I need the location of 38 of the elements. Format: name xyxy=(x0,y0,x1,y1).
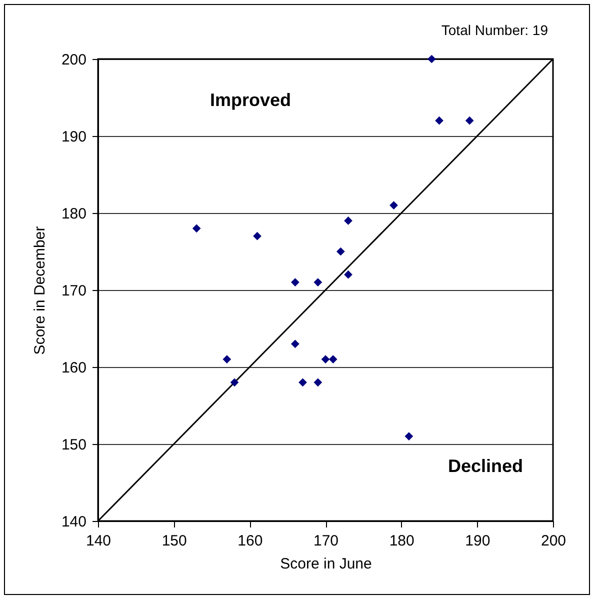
annotation: Improved xyxy=(210,90,292,110)
point xyxy=(192,224,201,233)
point xyxy=(230,378,239,387)
x-tick-label: 160 xyxy=(238,532,263,550)
y-tick-label: 180 xyxy=(61,206,86,222)
y-tick-label: 140 xyxy=(61,514,86,530)
y-tick-label: 150 xyxy=(61,436,86,454)
point xyxy=(321,355,330,364)
point xyxy=(465,116,474,125)
point xyxy=(253,232,262,240)
x-tick-label: 200 xyxy=(540,532,566,550)
y-tick-label: 190 xyxy=(61,128,86,146)
x-tick-label: 150 xyxy=(162,532,187,550)
point xyxy=(290,340,300,348)
point xyxy=(336,247,345,256)
point xyxy=(328,355,338,364)
annotation: Declined xyxy=(448,456,523,476)
y-tick-label: 160 xyxy=(61,360,86,376)
x-tick-label: 170 xyxy=(313,532,339,550)
y-tick-label: 170 xyxy=(61,282,86,300)
x-tick-label: 190 xyxy=(465,532,490,550)
point xyxy=(344,270,352,279)
point xyxy=(314,278,322,286)
y-axis-title: Score in December xyxy=(31,226,48,355)
x-tick-label: 140 xyxy=(86,532,112,550)
point xyxy=(404,432,414,440)
x-axis-title: Score in June xyxy=(280,556,372,572)
point xyxy=(435,116,444,125)
point xyxy=(290,278,300,286)
point xyxy=(390,201,398,210)
point xyxy=(344,216,352,225)
y-tick-label: 200 xyxy=(61,52,86,68)
point xyxy=(222,355,232,364)
text: Total Number: 19 xyxy=(441,22,548,38)
point xyxy=(314,378,322,387)
point xyxy=(427,54,436,64)
x-tick-label: 180 xyxy=(389,532,414,550)
point xyxy=(298,378,307,387)
